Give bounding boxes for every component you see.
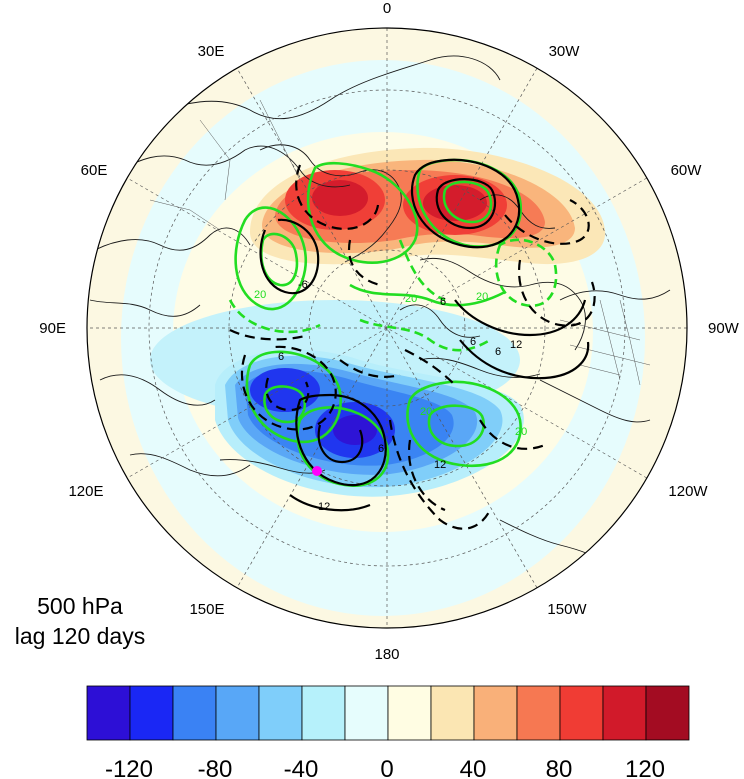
colorbar-swatch: [602, 685, 647, 741]
contour-label: 12: [434, 459, 446, 471]
contour-label: 6: [470, 336, 476, 348]
colorbar: [86, 685, 690, 741]
contour-label: 20: [476, 291, 488, 303]
contour-label: 6: [278, 351, 284, 363]
colorbar-swatch: [516, 685, 561, 741]
colorbar-tick-label: 40: [460, 756, 487, 779]
colorbar-swatch: [387, 685, 432, 741]
contour-label: 20: [405, 293, 417, 305]
lon-label-30w: 30W: [549, 43, 581, 60]
contour-label: 6: [378, 443, 384, 455]
colorbar-swatch: [430, 685, 475, 741]
contour-label: 6: [495, 346, 501, 358]
contour-label: 20: [254, 289, 266, 301]
colorbar-swatch: [129, 685, 174, 741]
location-marker: [312, 466, 322, 476]
contour-label: -6: [298, 279, 308, 291]
colorbar-swatch: [559, 685, 604, 741]
contour-label: 20: [420, 406, 432, 418]
colorbar-swatch: [645, 685, 690, 741]
colorbar-swatch: [215, 685, 260, 741]
colorbar-swatch: [301, 685, 346, 741]
contour-label: 6: [440, 296, 446, 308]
colorbar-tick-label: -40: [284, 756, 319, 779]
caption-lag: lag 120 days: [14, 623, 146, 649]
lon-label-30e: 30E: [198, 43, 225, 60]
longitude-labels: 0 30W 60W 90W 120W 150W 180 150E 120E 90…: [39, 0, 739, 663]
contour-label: 12: [318, 501, 330, 513]
positive-anomaly-region: [250, 147, 606, 265]
colorbar-tick-label: -80: [198, 756, 233, 779]
lon-label-120w: 120W: [668, 483, 708, 500]
country-borders: [149, 99, 651, 386]
colorbar-swatch: [258, 685, 303, 741]
lon-label-90e: 90E: [39, 320, 66, 337]
lon-label-0: 0: [383, 0, 391, 17]
lon-label-150e: 150E: [189, 601, 224, 618]
lon-label-150w: 150W: [547, 601, 587, 618]
lon-label-60w: 60W: [671, 162, 703, 179]
contour-label: 12: [510, 339, 522, 351]
map-border: [86, 27, 688, 629]
lon-label-180: 180: [374, 646, 399, 663]
lon-label-120e: 120E: [68, 483, 103, 500]
colorbar-tick-label: 0: [380, 756, 393, 779]
black-contours: [229, 158, 596, 530]
colorbar-swatch: [344, 685, 389, 741]
colorbar-swatch: [172, 685, 217, 741]
colorbar-tick-label: 80: [546, 756, 573, 779]
colorbar-tick-label: -120: [105, 756, 153, 779]
map-disc: 6 6 12 6 12 6 6 12 -6 20 20 20 20 20: [87, 28, 687, 628]
meridian-line: [236, 68, 538, 588]
lon-label-90w: 90W: [708, 320, 740, 337]
colorbar-swatch: [86, 685, 131, 741]
colorbar-swatch: [473, 685, 518, 741]
contour-labels: 6 6 12 6 12 6 6 12 -6 20 20 20 20 20: [254, 279, 527, 513]
lon-label-60e: 60E: [81, 162, 108, 179]
graticule: [87, 28, 687, 628]
caption-level: 500 hPa: [37, 593, 123, 619]
colorbar-tick-label: 120: [625, 756, 665, 779]
colorbar-tick-labels: -120 -80 -40 0 40 80 120: [105, 756, 665, 779]
contour-label: 20: [515, 426, 527, 438]
